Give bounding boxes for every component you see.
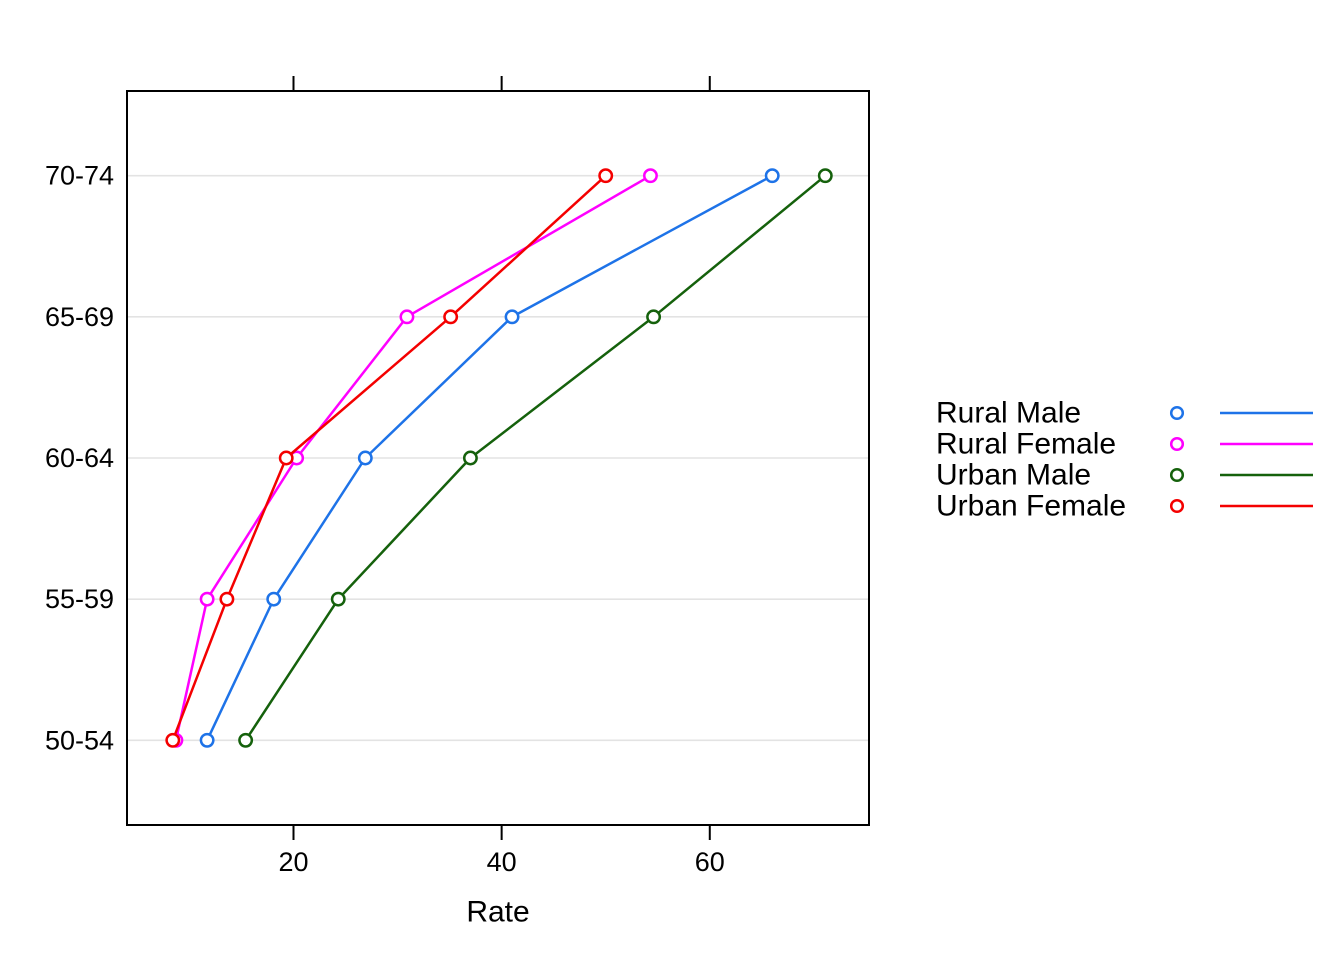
data-point xyxy=(817,168,833,184)
y-category-label: 60-64 xyxy=(45,443,114,473)
y-category-label: 55-59 xyxy=(45,584,114,614)
series-urban-female xyxy=(165,168,614,748)
y-category-label: 70-74 xyxy=(45,161,114,191)
data-point xyxy=(199,591,215,607)
legend-label-urban-female: Urban Female xyxy=(936,490,1126,523)
y-axis-labels: 50-54 55-59 60-64 65-69 70-74 xyxy=(45,161,114,756)
legend-label-rural-female: Rural Female xyxy=(936,428,1116,461)
y-category-label: 50-54 xyxy=(45,725,114,755)
data-point xyxy=(199,732,215,748)
legend-marker-circle-icon xyxy=(1169,498,1185,514)
legend-marker-circle-icon xyxy=(1169,405,1185,421)
data-point xyxy=(643,168,658,184)
data-point xyxy=(266,591,282,607)
x-tick-label: 60 xyxy=(695,847,725,877)
x-tick-label: 40 xyxy=(487,847,517,877)
data-point xyxy=(443,309,459,325)
data-point xyxy=(330,591,346,607)
data-point xyxy=(357,450,373,466)
legend-label-rural-male: Rural Male xyxy=(936,397,1081,430)
data-point xyxy=(399,309,415,325)
data-point xyxy=(646,309,662,325)
y-category-label: 65-69 xyxy=(45,302,114,332)
x-axis-title: Rate xyxy=(466,896,529,929)
series-rural-male xyxy=(199,168,780,748)
legend-item-rural-male: Rural Male xyxy=(936,397,1313,430)
legend-label-urban-male: Urban Male xyxy=(936,459,1091,492)
legend-item-urban-female: Urban Female xyxy=(936,490,1313,523)
x-axis-ticks: 20 40 60 xyxy=(278,76,725,877)
data-point xyxy=(165,732,181,748)
gridlines xyxy=(127,174,869,742)
plot-area: 20 40 60 50-54 55-59 60-64 65-69 70-74 xyxy=(45,76,870,877)
data-point xyxy=(219,591,235,607)
x-tick-label: 20 xyxy=(278,847,308,877)
legend-marker-circle-icon xyxy=(1169,436,1185,452)
legend-item-urban-male: Urban Male xyxy=(936,459,1313,492)
series-urban-male xyxy=(238,168,833,748)
legend-marker-circle-icon xyxy=(1169,467,1185,483)
data-point xyxy=(764,168,780,184)
legend-item-rural-female: Rural Female xyxy=(936,428,1313,461)
plot-frame xyxy=(126,90,870,826)
legend: Rural Male Rural Female Urban Male Urban… xyxy=(936,397,1313,523)
data-point xyxy=(598,168,614,184)
data-point xyxy=(504,309,520,325)
data-point xyxy=(278,450,294,466)
data-point xyxy=(462,450,478,466)
data-point xyxy=(238,732,254,748)
